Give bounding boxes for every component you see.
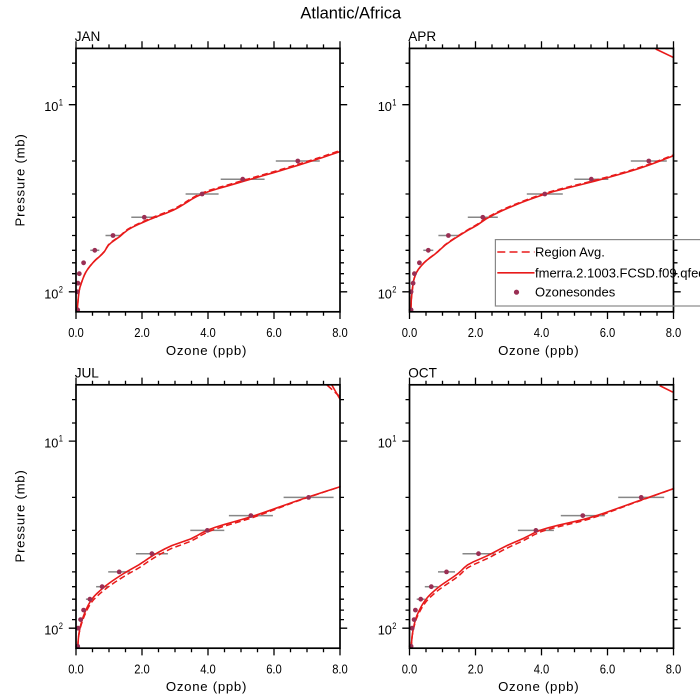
svg-text:2: 2	[392, 621, 396, 631]
svg-text:1: 1	[392, 97, 396, 107]
svg-text:Atlantic/Africa: Atlantic/Africa	[300, 4, 402, 22]
svg-text:Region Avg.: Region Avg.	[535, 245, 605, 260]
svg-text:JUL: JUL	[75, 366, 100, 381]
svg-text:10: 10	[44, 436, 58, 451]
svg-text:1: 1	[59, 97, 63, 107]
svg-text:JAN: JAN	[75, 29, 101, 44]
svg-text:2: 2	[59, 621, 63, 631]
svg-text:0.0: 0.0	[402, 661, 418, 676]
svg-text:0.0: 0.0	[402, 325, 418, 340]
svg-text:2.0: 2.0	[468, 325, 484, 340]
svg-text:2: 2	[59, 284, 63, 294]
svg-text:8.0: 8.0	[666, 325, 682, 340]
svg-text:2.0: 2.0	[134, 325, 150, 340]
svg-text:2: 2	[392, 284, 396, 294]
svg-text:1: 1	[392, 434, 396, 444]
svg-text:Ozonesondes: Ozonesondes	[535, 285, 616, 300]
svg-text:6.0: 6.0	[266, 325, 282, 340]
svg-text:6.0: 6.0	[600, 661, 616, 676]
svg-text:10: 10	[378, 286, 392, 301]
svg-text:10: 10	[378, 436, 392, 451]
svg-text:0.0: 0.0	[68, 325, 84, 340]
svg-text:Ozone (ppb): Ozone (ppb)	[498, 679, 579, 694]
svg-text:Ozone (ppb): Ozone (ppb)	[166, 679, 247, 694]
svg-text:OCT: OCT	[408, 366, 437, 381]
svg-text:4.0: 4.0	[534, 661, 550, 676]
svg-text:4.0: 4.0	[200, 325, 216, 340]
svg-text:0.0: 0.0	[68, 661, 84, 676]
svg-text:4.0: 4.0	[200, 661, 216, 676]
svg-text:8.0: 8.0	[332, 661, 348, 676]
svg-text:10: 10	[44, 286, 58, 301]
svg-text:Ozone (ppb): Ozone (ppb)	[166, 343, 247, 358]
svg-text:10: 10	[378, 99, 392, 114]
svg-text:2.0: 2.0	[468, 661, 484, 676]
svg-text:8.0: 8.0	[332, 325, 348, 340]
svg-text:1: 1	[59, 434, 63, 444]
svg-text:APR: APR	[408, 29, 436, 44]
svg-text:2.0: 2.0	[134, 661, 150, 676]
svg-text:6.0: 6.0	[600, 325, 616, 340]
svg-text:Pressure (mb): Pressure (mb)	[13, 134, 28, 227]
svg-text:Ozone (ppb): Ozone (ppb)	[498, 343, 579, 358]
svg-text:10: 10	[44, 99, 58, 114]
svg-text:10: 10	[44, 623, 58, 638]
svg-text:8.0: 8.0	[666, 661, 682, 676]
svg-text:fmerra.2.1003.FCSD.f09.qfed.56: fmerra.2.1003.FCSD.f09.qfed.56L	[535, 265, 700, 280]
svg-text:6.0: 6.0	[266, 661, 282, 676]
svg-text:Pressure (mb): Pressure (mb)	[13, 470, 28, 563]
svg-text:10: 10	[378, 623, 392, 638]
svg-text:4.0: 4.0	[534, 325, 550, 340]
